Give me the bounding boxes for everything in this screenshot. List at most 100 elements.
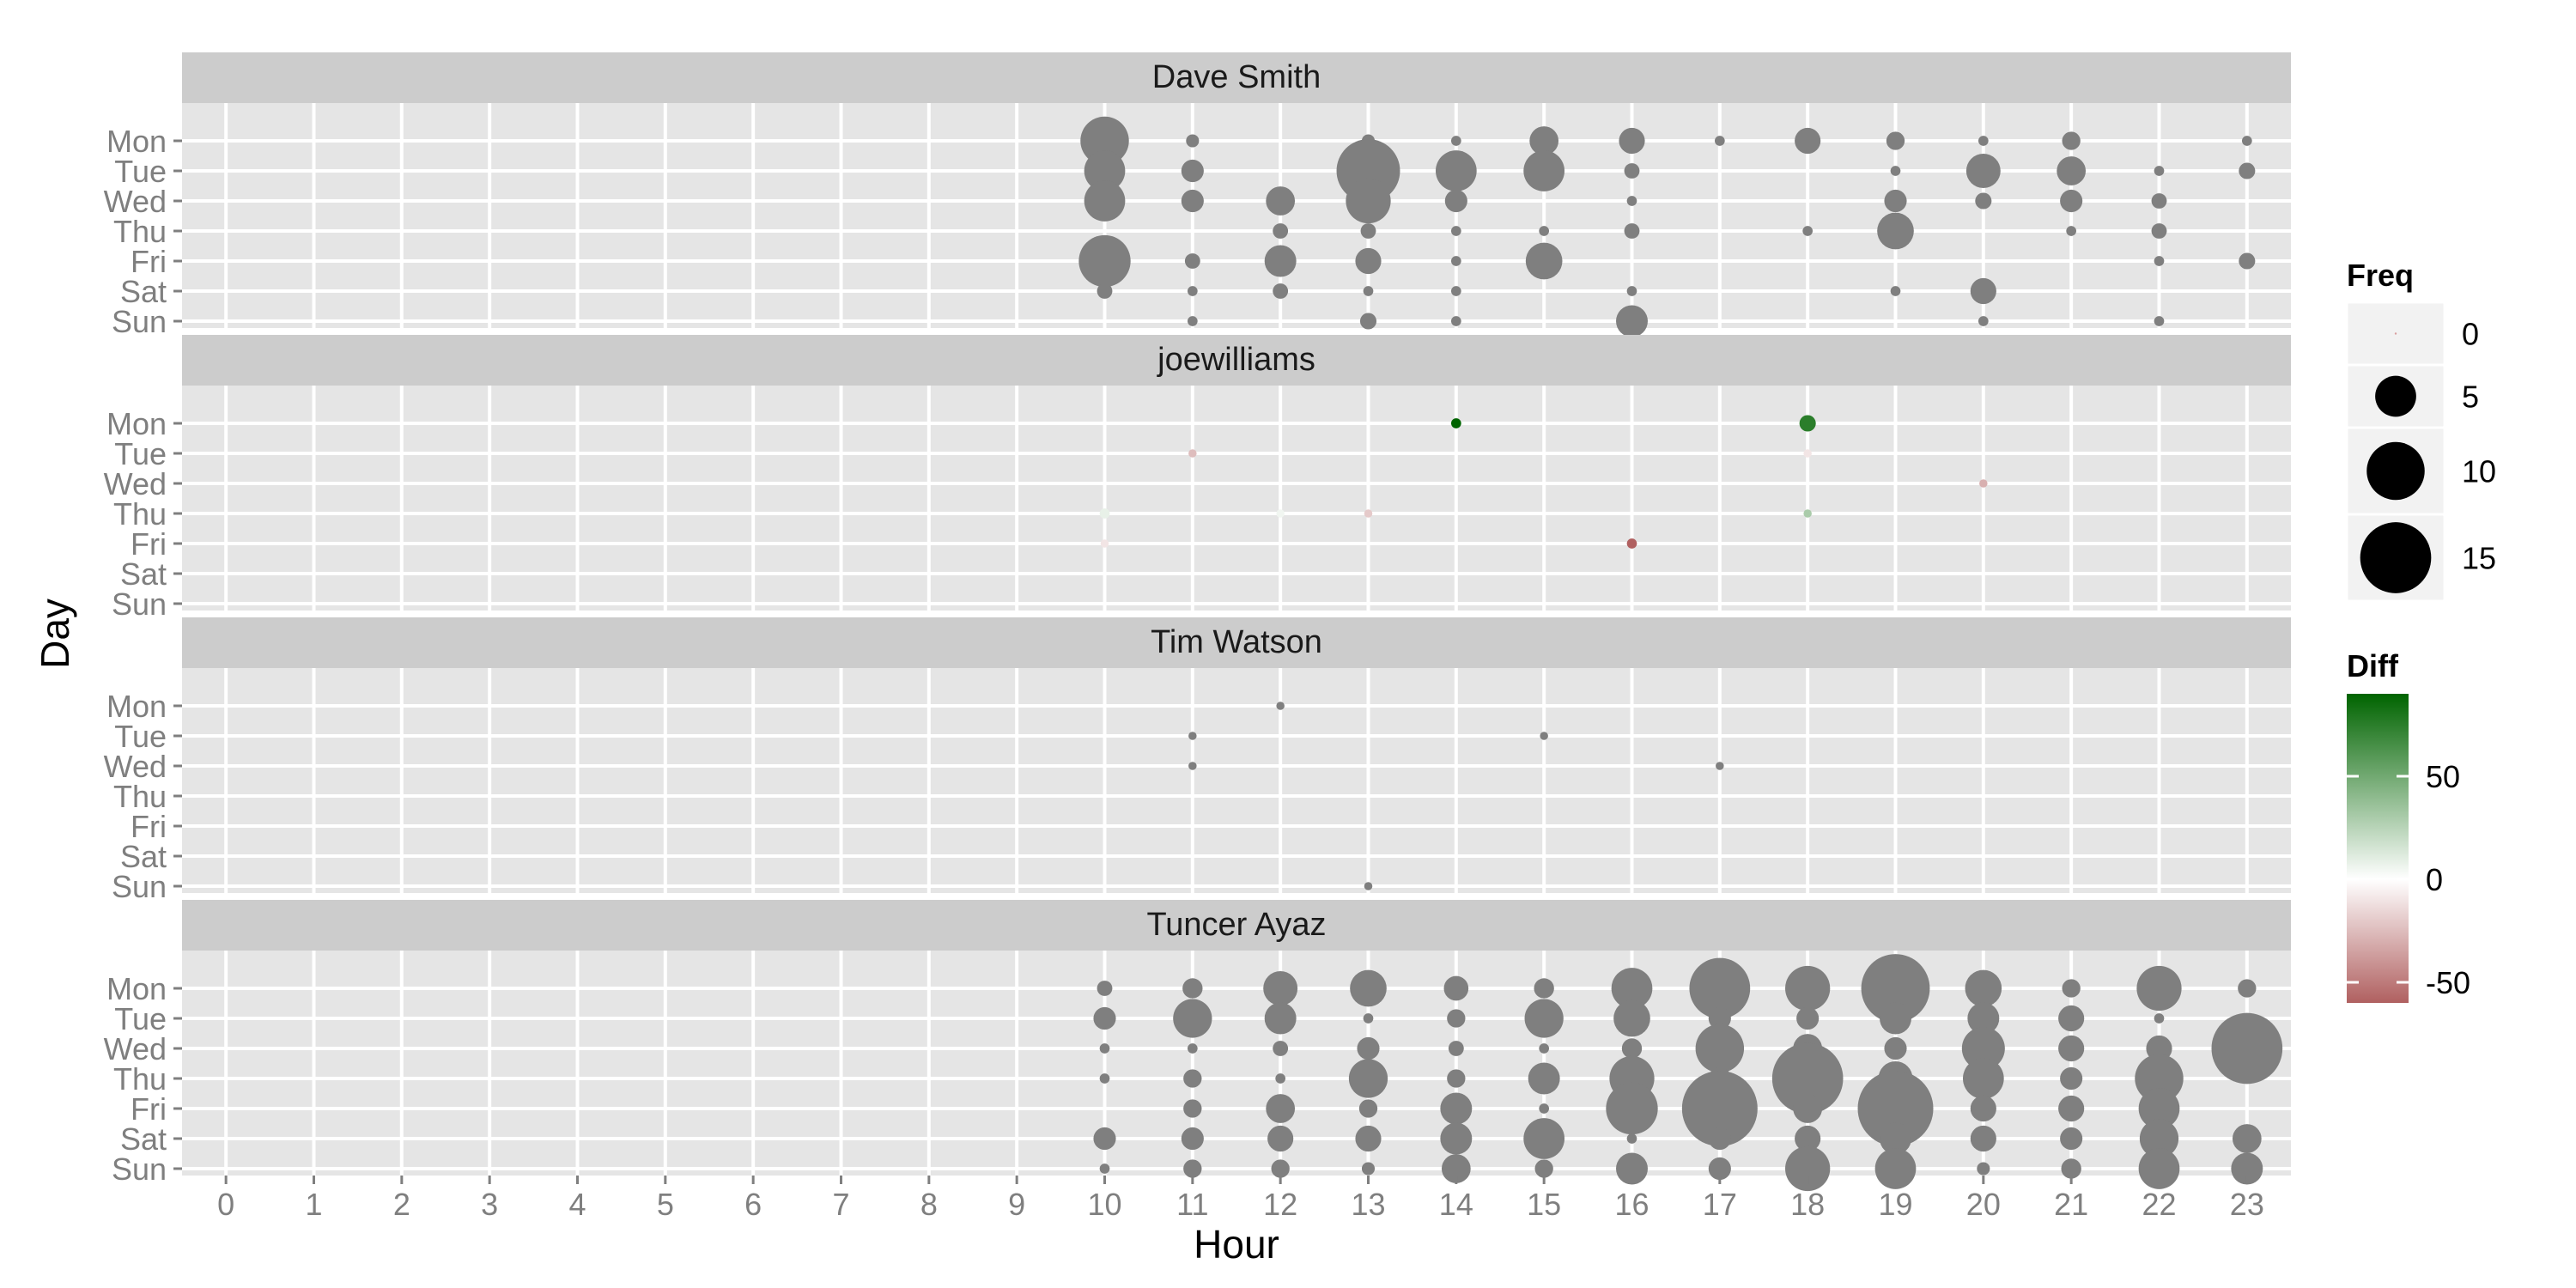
x-tick-label-0: 0 (217, 1187, 234, 1222)
x-tick-label-9: 9 (1008, 1187, 1025, 1222)
data-point (2239, 162, 2256, 179)
data-point (1978, 136, 1989, 146)
data-point (1874, 1148, 1917, 1189)
data-point (1097, 283, 1113, 299)
freq-legend-label: 0 (2462, 317, 2479, 352)
facet-strip-label: Tim Watson (1151, 624, 1322, 660)
data-point (2066, 226, 2077, 236)
diff-legend-label: -50 (2426, 965, 2470, 1000)
data-point (1450, 136, 1461, 146)
data-point (2154, 166, 2165, 176)
data-point (2135, 1054, 2184, 1103)
data-point (1450, 226, 1461, 236)
facet-panels: Dave SmithMonTueWedThuFriSatSunjoewillia… (104, 52, 2291, 1192)
data-point (1979, 479, 1988, 488)
facet-strip (182, 617, 2291, 668)
data-point (1886, 131, 1905, 150)
y-tick-label-thu: Thu (113, 496, 167, 532)
y-tick-label-sat: Sat (120, 1121, 167, 1157)
y-axis-title: Day (33, 598, 77, 669)
data-point (1450, 286, 1461, 296)
data-point (2136, 965, 2182, 1012)
data-point (1611, 968, 1653, 1009)
data-point (1361, 1162, 1376, 1176)
x-tick-label-22: 22 (2142, 1187, 2176, 1222)
data-point (2058, 1095, 2085, 1122)
data-point (1965, 154, 2001, 188)
data-point (1183, 1069, 1202, 1088)
x-tick-label-16: 16 (1614, 1187, 1649, 1222)
data-point (2232, 1124, 2262, 1153)
data-point (1348, 1059, 1388, 1098)
data-point (1961, 1026, 2005, 1071)
data-point (1093, 1127, 1116, 1151)
data-point (2058, 1005, 2085, 1032)
data-point (1173, 999, 1212, 1038)
data-point (1181, 1127, 1204, 1151)
data-point (1450, 418, 1461, 428)
data-point (1539, 1043, 1550, 1054)
y-tick-label-fri: Fri (131, 244, 167, 279)
data-point (1624, 163, 1640, 179)
data-point (1183, 1099, 1202, 1118)
y-tick-label-wed: Wed (104, 466, 167, 501)
y-tick-label-sat: Sat (120, 556, 167, 592)
data-point (2057, 156, 2087, 185)
data-point (1187, 286, 1198, 296)
data-point (1181, 159, 1204, 183)
data-point (1355, 247, 1382, 275)
data-point (1273, 1041, 1289, 1056)
data-point (1708, 1157, 1731, 1181)
y-tick-label-mon: Mon (106, 689, 167, 724)
data-point (1182, 978, 1203, 999)
data-point (1523, 1118, 1565, 1159)
data-point (1771, 1042, 1844, 1115)
data-point (1795, 127, 1821, 155)
data-point (1793, 1094, 1823, 1123)
data-point (1275, 1073, 1286, 1084)
data-point (1880, 1122, 1911, 1155)
data-point (1695, 1024, 1745, 1073)
data-point (1357, 1036, 1380, 1060)
data-point (2239, 252, 2256, 270)
facet-strip (182, 335, 2291, 386)
diff-legend-label: 50 (2426, 759, 2460, 794)
data-point (1962, 1058, 2004, 1099)
freq-legend-label: 10 (2462, 454, 2496, 489)
data-point (1880, 1002, 1911, 1035)
y-tick-label-fri: Fri (131, 526, 167, 562)
diff-colorbar (2347, 694, 2409, 1003)
data-point (2154, 316, 2165, 326)
y-tick-label-tue: Tue (114, 436, 167, 471)
y-tick-label-wed: Wed (104, 1031, 167, 1066)
data-point (1183, 1159, 1202, 1178)
data-point (1273, 283, 1289, 299)
data-point (1708, 1127, 1731, 1151)
data-point (1084, 180, 1126, 222)
data-point (1524, 999, 1564, 1038)
y-tick-label-sun: Sun (112, 586, 167, 622)
data-point (1450, 256, 1461, 266)
data-point (1187, 316, 1198, 326)
x-tick-label-7: 7 (832, 1187, 849, 1222)
diff-legend: Diff 50 0 -50 (2347, 648, 2470, 1003)
data-point (1975, 192, 1992, 210)
data-point (1364, 509, 1373, 518)
x-tick-label-15: 15 (1527, 1187, 1561, 1222)
y-tick-label-sat: Sat (120, 839, 167, 874)
data-point (1440, 1092, 1473, 1125)
data-point (1523, 150, 1565, 191)
y-tick-label-fri: Fri (131, 809, 167, 844)
data-point (1970, 277, 1996, 305)
data-point (2060, 189, 2083, 213)
y-tick-label-sat: Sat (120, 274, 167, 309)
data-point (1444, 189, 1467, 213)
data-point (1447, 1009, 1466, 1028)
data-point (2211, 1012, 2283, 1084)
y-tick-label-fri: Fri (131, 1091, 167, 1127)
facet-strip (182, 900, 2291, 951)
data-point (1626, 538, 1637, 549)
facet-strip-label: joewilliams (1157, 342, 1315, 378)
data-point (1448, 1041, 1464, 1056)
